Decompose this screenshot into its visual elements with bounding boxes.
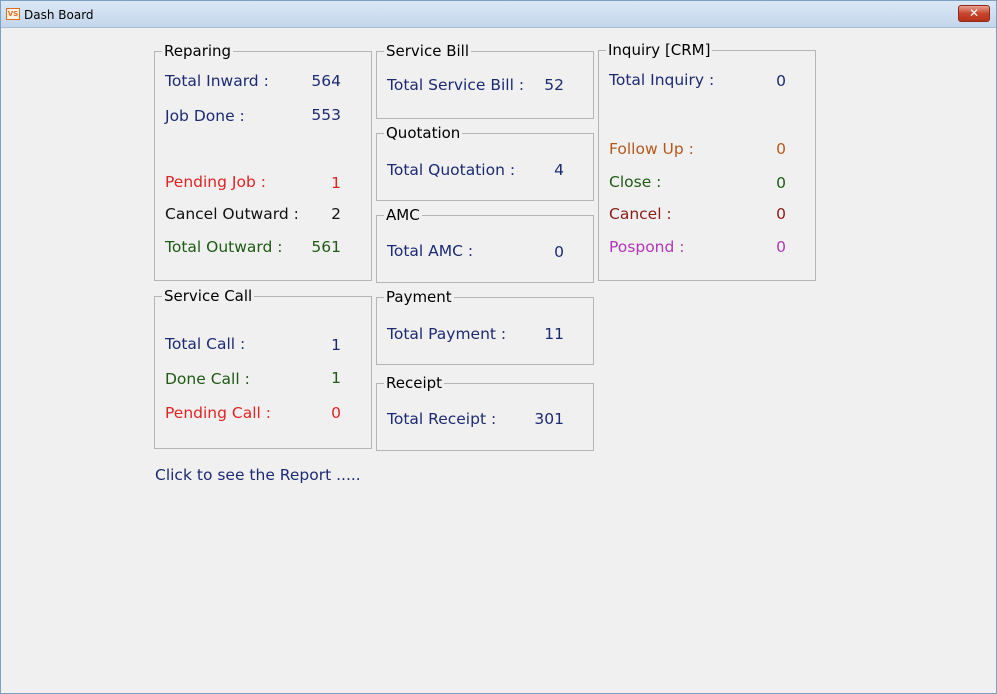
total-quotation-label: Total Quotation :	[387, 161, 516, 179]
job-done-label: Job Done :	[165, 107, 245, 125]
cancel-label: Cancel :	[609, 205, 672, 223]
total-inquiry-label: Total Inquiry :	[609, 71, 715, 89]
payment-group: Payment Total Payment : 11	[376, 288, 594, 365]
done-call-label: Done Call :	[165, 370, 250, 388]
report-link[interactable]: Click to see the Report .....	[155, 466, 361, 484]
job-done-value: 553	[311, 106, 341, 124]
total-quotation-value: 4	[554, 161, 564, 179]
quotation-title: Quotation	[384, 124, 463, 142]
inquiry-title: Inquiry [CRM]	[606, 41, 713, 59]
total-call-label: Total Call :	[165, 335, 246, 353]
follow-up-label: Follow Up :	[609, 140, 694, 158]
close-label: Close :	[609, 173, 662, 191]
window-title: Dash Board	[24, 8, 94, 22]
pending-job-label: Pending Job :	[165, 173, 266, 191]
title-bar[interactable]: VS Dash Board ✕	[1, 1, 996, 28]
close-value: 0	[776, 174, 786, 192]
reparing-group: Reparing Total Inward : 564 Job Done : 5…	[154, 42, 372, 281]
total-amc-value: 0	[554, 243, 564, 261]
pospond-label: Pospond :	[609, 238, 685, 256]
close-button[interactable]: ✕	[958, 5, 990, 22]
total-payment-label: Total Payment :	[387, 325, 507, 343]
reparing-title: Reparing	[162, 42, 234, 60]
quotation-group: Quotation Total Quotation : 4	[376, 124, 594, 201]
cancel-outward-value: 2	[331, 205, 341, 223]
total-inquiry-value: 0	[776, 72, 786, 90]
pospond-value: 0	[776, 238, 786, 256]
pending-call-label: Pending Call :	[165, 404, 271, 422]
amc-title: AMC	[384, 206, 422, 224]
service-bill-title: Service Bill	[384, 42, 471, 60]
total-payment-value: 11	[544, 325, 564, 343]
service-call-group: Service Call Total Call : 1 Done Call : …	[154, 287, 372, 449]
receipt-title: Receipt	[384, 374, 445, 392]
receipt-group: Receipt Total Receipt : 301	[376, 374, 594, 451]
total-call-value: 1	[331, 336, 341, 354]
pending-job-value: 1	[331, 174, 341, 192]
pending-call-value: 0	[331, 404, 341, 422]
service-call-title: Service Call	[162, 287, 255, 305]
dashboard-content: Reparing Total Inward : 564 Job Done : 5…	[1, 29, 996, 693]
cancel-value: 0	[776, 205, 786, 223]
total-service-bill-label: Total Service Bill :	[387, 76, 525, 94]
done-call-value: 1	[331, 369, 341, 387]
app-icon: VS	[6, 8, 20, 20]
follow-up-value: 0	[776, 140, 786, 158]
total-receipt-value: 301	[534, 410, 564, 428]
total-outward-label: Total Outward :	[165, 238, 283, 256]
total-service-bill-value: 52	[544, 76, 564, 94]
total-inward-value: 564	[311, 72, 341, 90]
total-amc-label: Total AMC :	[387, 242, 474, 260]
total-receipt-label: Total Receipt :	[387, 410, 497, 428]
service-bill-group: Service Bill Total Service Bill : 52	[376, 42, 594, 119]
inquiry-group: Inquiry [CRM] Total Inquiry : 0 Follow U…	[598, 41, 816, 281]
payment-title: Payment	[384, 288, 454, 306]
amc-group: AMC Total AMC : 0	[376, 206, 594, 283]
total-outward-value: 561	[311, 238, 341, 256]
cancel-outward-label: Cancel Outward :	[165, 205, 299, 223]
total-inward-label: Total Inward :	[165, 72, 269, 90]
